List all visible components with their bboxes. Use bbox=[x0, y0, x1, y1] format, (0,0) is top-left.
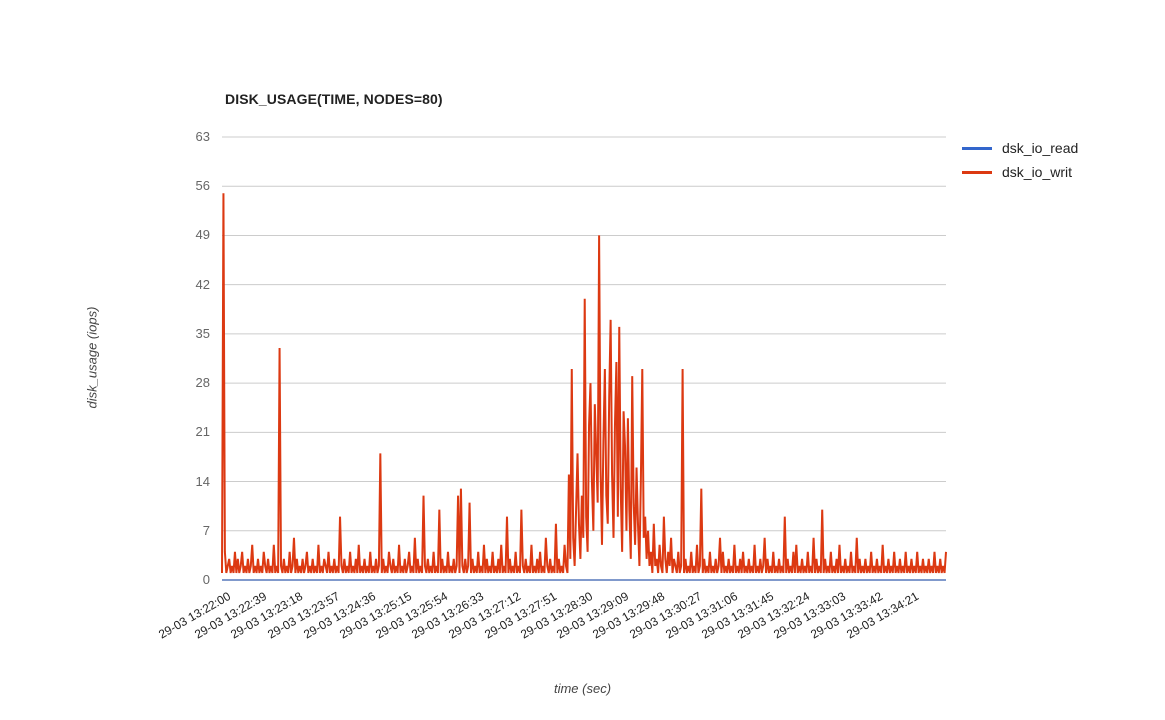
y-tick-label: 21 bbox=[195, 424, 210, 440]
legend-item[interactable]: dsk_io_writ bbox=[962, 160, 1152, 184]
y-tick-label: 42 bbox=[195, 276, 210, 292]
y-tick-label: 35 bbox=[195, 325, 210, 341]
legend-label: dsk_io_writ bbox=[1002, 164, 1073, 180]
y-tick-label: 63 bbox=[195, 129, 210, 144]
y-tick-label: 7 bbox=[202, 522, 210, 538]
y-tick-label: 28 bbox=[195, 375, 210, 391]
legend-label: dsk_io_read bbox=[1002, 140, 1079, 156]
chart-title: DISK_USAGE(TIME, NODES=80) bbox=[225, 91, 443, 107]
y-tick-label: 14 bbox=[195, 473, 210, 489]
legend-color-swatch bbox=[962, 146, 992, 150]
y-tick-label: 56 bbox=[195, 178, 210, 194]
legend-color-swatch bbox=[962, 170, 992, 174]
y-tick-label: 49 bbox=[195, 227, 210, 243]
chart-legend: dsk_io_read dsk_io_writ bbox=[962, 136, 1152, 184]
series-dsk_io_writ bbox=[221, 193, 947, 574]
y-tick-label: 0 bbox=[202, 572, 210, 587]
x-axis-title: time (sec) bbox=[553, 681, 612, 696]
legend-item[interactable]: dsk_io_read bbox=[962, 136, 1152, 160]
y-axis-tick-labels: 0 7 14 21 28 35 42 49 56 63 bbox=[144, 0, 210, 720]
